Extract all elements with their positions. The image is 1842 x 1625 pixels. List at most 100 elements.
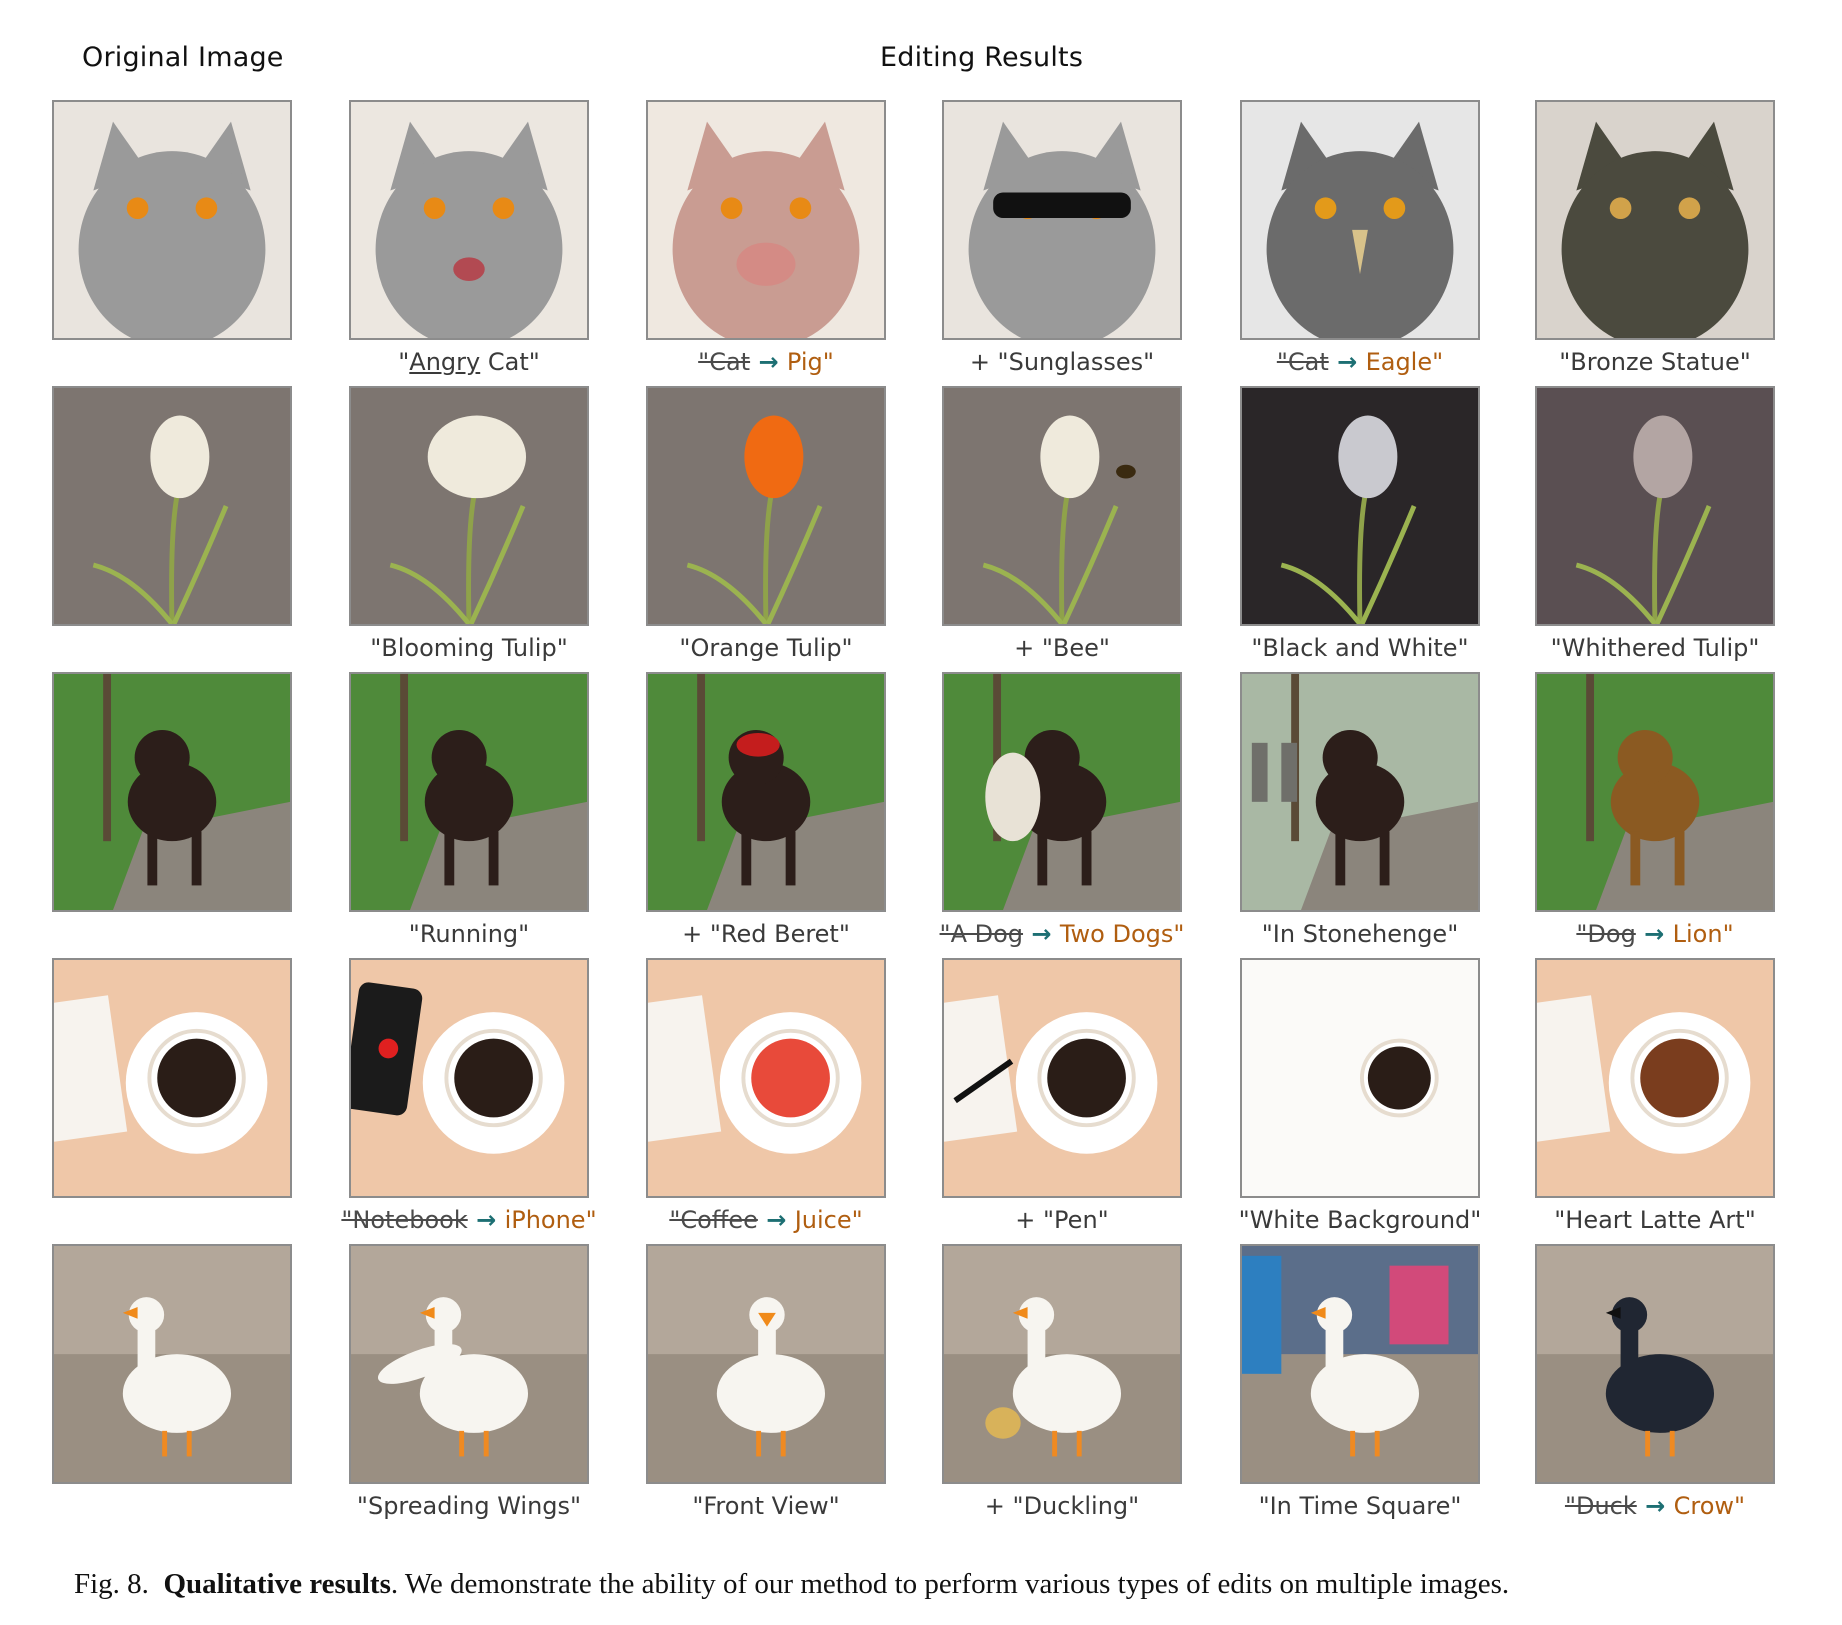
caption-new-word: Juice" — [794, 1206, 863, 1234]
edit-caption: "Front View" — [692, 1492, 840, 1520]
edit-caption: "Blooming Tulip" — [370, 634, 568, 662]
edit-caption: "In Time Square" — [1258, 1492, 1462, 1520]
edit-caption: "Heart Latte Art" — [1554, 1206, 1756, 1234]
edit-caption: + "Red Beret" — [682, 920, 850, 948]
caption-new-word: Crow" — [1673, 1492, 1746, 1520]
edited-image-coffee — [349, 958, 589, 1198]
edited-image-tulip — [349, 386, 589, 626]
image-coffee — [944, 960, 1180, 1196]
caption-replaced-word: "Notebook — [341, 1206, 468, 1234]
arrow-icon: → — [1023, 920, 1060, 948]
edited-image-coffee — [1535, 958, 1775, 1198]
original-image-dog — [52, 672, 292, 912]
caption-new-word: Two Dogs" — [1059, 920, 1185, 948]
original-image-tulip — [52, 386, 292, 626]
image-tulip — [944, 388, 1180, 624]
edited-image-cat — [349, 100, 589, 340]
figure-caption-text: . We demonstrate the ability of our meth… — [390, 1568, 1510, 1600]
original-image-cat — [52, 100, 292, 340]
image-duck — [54, 1246, 290, 1482]
image-dog — [1537, 674, 1773, 910]
image-tulip — [1537, 388, 1773, 624]
caption-replaced-word: "A Dog — [939, 920, 1024, 948]
edited-image-tulip — [942, 386, 1182, 626]
edited-image-duck — [349, 1244, 589, 1484]
edit-caption: "Dog → Lion" — [1495, 920, 1815, 948]
edited-image-duck — [646, 1244, 886, 1484]
edited-image-cat — [646, 100, 886, 340]
edit-caption: "Notebook → iPhone" — [309, 1206, 629, 1234]
image-tulip — [648, 388, 884, 624]
edit-caption: + "Pen" — [1015, 1206, 1109, 1234]
edited-image-cat — [1240, 100, 1480, 340]
edited-image-dog — [349, 672, 589, 912]
caption-underlined-word: Angry — [409, 348, 481, 376]
image-tulip — [351, 388, 587, 624]
image-cat — [1242, 102, 1478, 338]
edited-image-dog — [942, 672, 1182, 912]
edited-image-cat — [942, 100, 1182, 340]
image-dog — [351, 674, 587, 910]
image-dog — [944, 674, 1180, 910]
figure-caption: Fig. 8. Qualitative results. We demonstr… — [74, 1568, 1794, 1601]
caption-text: Cat" — [480, 348, 540, 376]
caption-text: " — [398, 348, 410, 376]
image-coffee — [1537, 960, 1773, 1196]
image-cat — [648, 102, 884, 338]
caption-replaced-word: "Dog — [1576, 920, 1636, 948]
edit-caption: "Bronze Statue" — [1559, 348, 1751, 376]
edit-caption: "In Stonehenge" — [1261, 920, 1459, 948]
edit-caption: "Running" — [408, 920, 530, 948]
image-dog — [1242, 674, 1478, 910]
grid-row-duck: "Spreading Wings" "Front View" + "Duckli… — [0, 1244, 1842, 1534]
caption-replaced-word: "Cat — [1276, 348, 1329, 376]
original-image-header: Original Image — [82, 42, 284, 73]
grid-row-coffee: "Notebook → iPhone" "Coffee → Juice" + "… — [0, 958, 1842, 1248]
editing-results-header: Editing Results — [880, 42, 1084, 73]
image-cat — [54, 102, 290, 338]
figure-label: Fig. 8. — [74, 1568, 149, 1600]
edit-caption: "Duck → Crow" — [1495, 1492, 1815, 1520]
image-cat — [1537, 102, 1773, 338]
edited-image-tulip — [646, 386, 886, 626]
edit-caption: "A Dog → Two Dogs" — [902, 920, 1222, 948]
original-image-duck — [52, 1244, 292, 1484]
edited-image-dog — [1535, 672, 1775, 912]
arrow-icon: → — [757, 1206, 795, 1234]
edit-caption: + "Bee" — [1014, 634, 1110, 662]
edit-caption: "Whithered Tulip" — [1550, 634, 1760, 662]
edited-image-coffee — [942, 958, 1182, 1198]
caption-new-word: Pig" — [786, 348, 834, 376]
image-coffee — [54, 960, 290, 1196]
caption-new-word: Eagle" — [1365, 348, 1444, 376]
image-coffee — [351, 960, 587, 1196]
arrow-icon: → — [750, 348, 787, 376]
grid-row-tulip: "Blooming Tulip" "Orange Tulip" + "Bee" … — [0, 386, 1842, 676]
edited-image-duck — [942, 1244, 1182, 1484]
caption-replaced-word: "Cat — [698, 348, 751, 376]
edit-caption: + "Duckling" — [984, 1492, 1140, 1520]
caption-replaced-word: "Duck — [1564, 1492, 1637, 1520]
grid-row-dog: "Running" + "Red Beret" "A Dog → Two Dog… — [0, 672, 1842, 962]
image-duck — [648, 1246, 884, 1482]
image-cat — [351, 102, 587, 338]
image-duck — [944, 1246, 1180, 1482]
image-duck — [351, 1246, 587, 1482]
edited-image-dog — [646, 672, 886, 912]
image-dog — [54, 674, 290, 910]
figure-caption-bold: Qualitative results — [163, 1568, 391, 1600]
caption-new-word: iPhone" — [504, 1206, 597, 1234]
arrow-icon: → — [1635, 920, 1673, 948]
arrow-icon: → — [1636, 1492, 1674, 1520]
image-coffee — [1242, 960, 1478, 1196]
edited-image-tulip — [1535, 386, 1775, 626]
edit-caption: "Cat → Eagle" — [1200, 348, 1520, 376]
edit-caption: "Cat → Pig" — [606, 348, 926, 376]
image-cat — [944, 102, 1180, 338]
edit-caption: "White Background" — [1238, 1206, 1482, 1234]
edit-caption: "Coffee → Juice" — [606, 1206, 926, 1234]
edited-image-coffee — [1240, 958, 1480, 1198]
original-image-coffee — [52, 958, 292, 1198]
arrow-icon: → — [467, 1206, 505, 1234]
image-dog — [648, 674, 884, 910]
